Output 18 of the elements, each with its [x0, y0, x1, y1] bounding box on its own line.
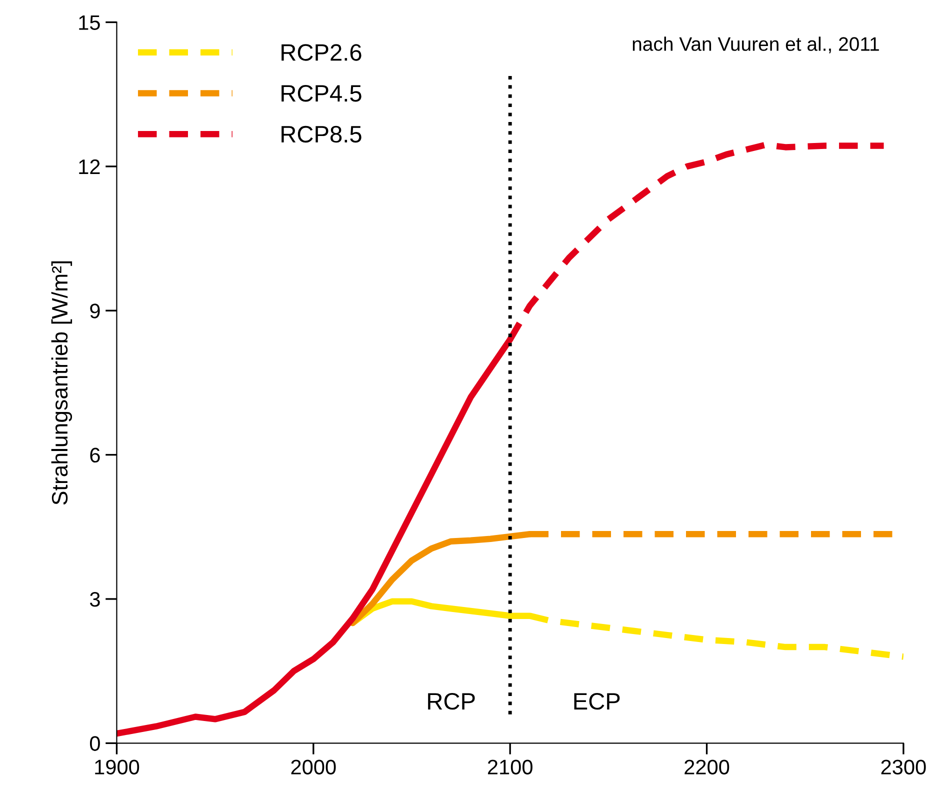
y-tick-label: 0 [90, 736, 100, 751]
x-tick-label: 2300 [881, 760, 926, 774]
annotation: nach Van Vuuren et al., 2011 [632, 36, 879, 54]
y-tick-label: 6 [90, 448, 100, 463]
legend-label: RCP2.6 [282, 44, 362, 61]
annotation: ECP [574, 692, 620, 710]
y-tick-label: 12 [79, 159, 100, 174]
legend-label: RCP4.5 [282, 85, 362, 102]
x-tick-label: 2200 [684, 760, 730, 774]
y-axis-title: Strahlungsantrieb [W/m²] [51, 261, 72, 505]
annotation: RCP [428, 692, 475, 710]
x-tick-label: 2100 [488, 760, 532, 774]
y-tick-label: 15 [79, 15, 100, 30]
x-tick-label: 2000 [291, 760, 336, 774]
x-tick-label: 1900 [95, 760, 140, 774]
y-tick-label: 3 [90, 592, 100, 607]
y-tick-label: 9 [90, 304, 100, 318]
legend-label: RCP8.5 [282, 126, 362, 143]
